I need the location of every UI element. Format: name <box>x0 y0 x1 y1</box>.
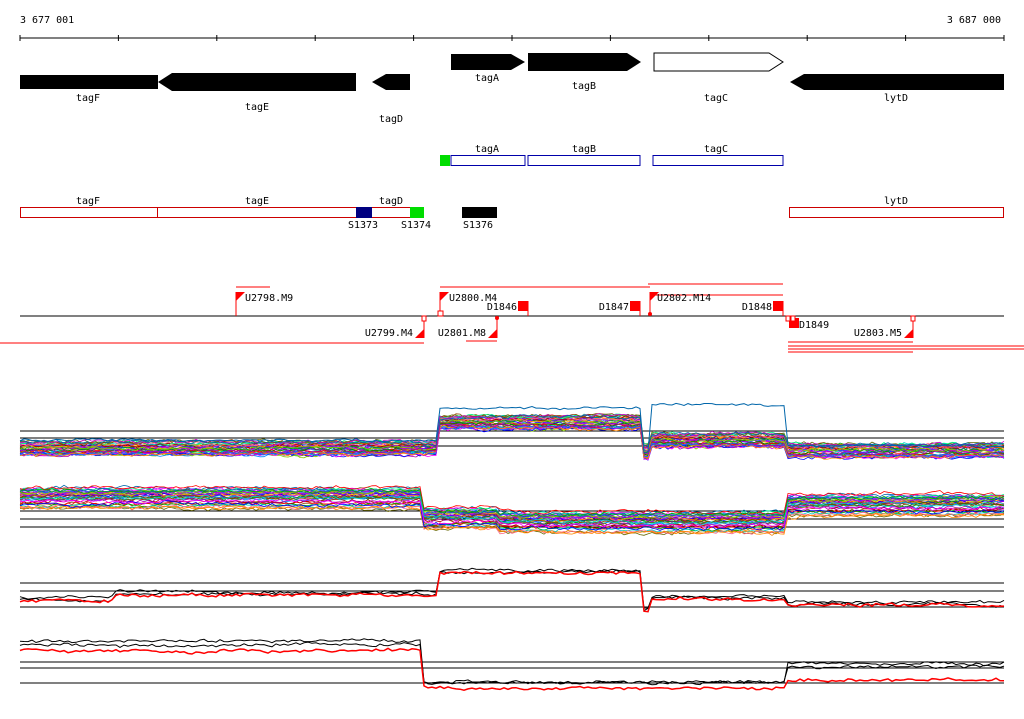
flag-U2803.M5[interactable] <box>904 315 916 338</box>
feature-label-S1374: S1374 <box>401 220 431 231</box>
profile-trace <box>19 638 1005 685</box>
position-ruler: 3 677 001 3 687 000 <box>19 15 1005 41</box>
transcript-label-U2803.M5: U2803.M5 <box>854 328 902 339</box>
profile-trace <box>19 485 1005 516</box>
plus-box-tagA[interactable] <box>450 155 526 166</box>
gene-label-lytD: lytD <box>884 93 908 104</box>
plus-box-label-tagC: tagC <box>704 144 728 155</box>
profile-trace <box>19 647 1005 691</box>
expression-profiles-plus-strand <box>19 402 1005 461</box>
ruler-end-label: 3 687 000 <box>947 15 1001 26</box>
profile-trace <box>19 425 1005 458</box>
summary-profile-plus-strand <box>19 567 1005 613</box>
transcript-label-U2798.M9: U2798.M9 <box>245 293 293 304</box>
expression-profiles-minus-strand <box>19 484 1005 536</box>
plus-box-label-tagA: tagA <box>475 144 499 155</box>
transcript-track: U2798.M9 U2800.M4 D1846 D1847 U2802.M14 … <box>0 283 1024 353</box>
plus-box-tagB[interactable] <box>527 155 641 166</box>
gene-arrow-tagC[interactable] <box>653 52 784 72</box>
gene-label-tagA: tagA <box>475 73 499 84</box>
flag-D1848[interactable] <box>773 301 784 316</box>
profile-trace <box>19 490 1005 521</box>
gene-arrow-tagE[interactable] <box>158 73 356 91</box>
flag-U2801.M8[interactable] <box>488 316 499 338</box>
feature-label-S1373: S1373 <box>348 220 378 231</box>
transcript-label-D1847: D1847 <box>599 302 629 313</box>
profile-trace <box>19 500 1005 531</box>
minus-box-label-tagF: tagF <box>76 196 100 207</box>
flag-U2800.M4[interactable] <box>437 292 449 317</box>
profile-trace <box>19 505 1005 536</box>
ruler-start-label: 3 677 001 <box>20 15 74 26</box>
feature-S1374[interactable] <box>410 207 424 218</box>
gene-arrows-track: tagF tagE tagD tagA tagB tagC lytD <box>20 52 1004 125</box>
gene-label-tagF: tagF <box>76 93 100 104</box>
plus-strand-track: tagA tagB tagC <box>440 144 784 166</box>
feature-S1373[interactable] <box>356 207 372 218</box>
minus-box-tagF[interactable] <box>20 207 158 218</box>
profile-trace <box>19 486 1005 518</box>
transcript-label-U2800.M4: U2800.M4 <box>449 293 497 304</box>
transcript-label-U2801.M8: U2801.M8 <box>438 328 486 339</box>
plus-start-marker <box>440 155 450 166</box>
profile-trace <box>19 488 1005 518</box>
gene-arrow-tagA[interactable] <box>451 54 525 70</box>
flag-U2798.M9[interactable] <box>235 292 245 316</box>
minus-box-lytD[interactable] <box>789 207 1004 218</box>
profile-trace <box>19 424 1005 460</box>
feature-label-S1376: S1376 <box>463 220 493 231</box>
minus-box-tagE[interactable] <box>157 207 357 218</box>
profile-trace <box>19 570 1005 613</box>
profile-trace <box>19 504 1005 535</box>
minus-box-label-tagE: tagE <box>245 196 269 207</box>
flag-U2802.M14[interactable] <box>648 292 659 316</box>
profile-trace <box>19 494 1005 526</box>
profile-trace <box>19 641 1005 686</box>
gene-arrow-tagD[interactable] <box>372 74 410 90</box>
profile-trace <box>19 422 1005 458</box>
flag-D1846[interactable] <box>518 301 529 316</box>
profile-trace <box>19 419 1005 454</box>
profile-trace <box>19 402 1005 454</box>
gene-arrow-lytD[interactable] <box>790 74 1004 90</box>
minus-box-label-tagD: tagD <box>379 196 403 207</box>
minus-box-label-lytD: lytD <box>884 196 908 207</box>
profile-trace <box>19 413 1005 449</box>
transcript-label-U2802.M14: U2802.M14 <box>657 293 711 304</box>
minus-strand-track: tagF tagE tagD lytD S1373 S1374 S1376 <box>20 196 1004 231</box>
gene-label-tagE: tagE <box>245 102 269 113</box>
gene-label-tagB: tagB <box>572 81 596 92</box>
gene-label-tagD: tagD <box>379 114 403 125</box>
profile-trace <box>19 494 1005 524</box>
feature-S1376[interactable] <box>462 207 497 218</box>
flag-U2799.M4[interactable] <box>415 315 427 338</box>
gene-arrow-tagF[interactable] <box>20 75 158 89</box>
transcript-label-D1848: D1848 <box>742 302 772 313</box>
flag-D1849[interactable] <box>785 315 799 328</box>
transcript-label-D1849: D1849 <box>799 320 829 331</box>
profile-trace <box>19 567 1005 609</box>
profile-trace <box>19 497 1005 529</box>
flag-D1847[interactable] <box>630 301 641 316</box>
transcript-label-D1846: D1846 <box>487 302 517 313</box>
plus-box-label-tagB: tagB <box>572 144 596 155</box>
summary-profile-minus-strand <box>19 638 1005 691</box>
gene-label-tagC: tagC <box>704 93 728 104</box>
plus-box-tagC[interactable] <box>652 155 784 166</box>
gene-arrow-tagB[interactable] <box>528 53 641 71</box>
transcript-label-U2799.M4: U2799.M4 <box>365 328 413 339</box>
ruler-ticks <box>19 35 1005 41</box>
